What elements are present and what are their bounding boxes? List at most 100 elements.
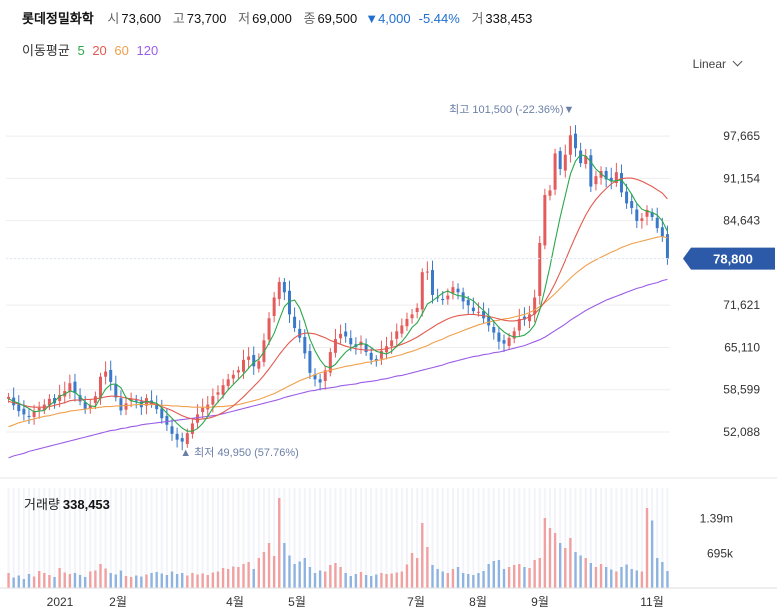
- volume-bar: [528, 568, 531, 588]
- volume-tick-label: 695k: [707, 546, 734, 560]
- candle-body: [517, 318, 521, 331]
- volume-bar: [390, 573, 393, 588]
- volume-bar: [620, 567, 623, 588]
- ma-period-5[interactable]: 5: [77, 43, 85, 58]
- candle-body: [349, 338, 353, 345]
- volume-bar: [267, 543, 271, 588]
- volume-bar: [201, 573, 204, 588]
- candle-body: [247, 356, 251, 360]
- candle-body: [364, 344, 368, 353]
- volume-bar: [318, 570, 322, 588]
- candle-body: [471, 307, 475, 312]
- candle-body: [492, 326, 496, 333]
- volume-bar: [548, 528, 552, 588]
- volume-bar: [114, 574, 118, 588]
- volume-bar: [558, 543, 562, 588]
- stock-header: 롯데정밀화학 시 73,600 고 73,700 저 69,000 종 69,500 ▼4…: [22, 8, 540, 27]
- volume-bar: [451, 569, 455, 588]
- candle-body: [226, 379, 230, 386]
- candle-body: [170, 426, 174, 434]
- candle-body: [655, 217, 659, 229]
- candle-body: [287, 290, 291, 315]
- candle-body: [482, 311, 486, 319]
- candle-body: [466, 299, 470, 306]
- y-tick-label: 84,643: [723, 214, 760, 228]
- candle-body: [614, 172, 618, 184]
- volume-bar: [477, 573, 480, 588]
- open-label: 시: [107, 11, 120, 26]
- ma-period-60[interactable]: 60: [114, 43, 129, 58]
- candle-body: [98, 376, 102, 398]
- candle-body: [129, 398, 133, 401]
- candle-body: [630, 201, 634, 208]
- volume-bar: [175, 574, 179, 588]
- volume-bar: [579, 555, 582, 588]
- candle-body: [221, 385, 225, 395]
- candle-body: [568, 135, 572, 155]
- ma-period-20[interactable]: 20: [92, 43, 107, 58]
- candle-body: [165, 415, 169, 425]
- volume-bar: [502, 569, 506, 588]
- scale-select[interactable]: Linear: [693, 56, 743, 71]
- y-tick-label: 65,110: [724, 340, 760, 354]
- volume-bar: [426, 547, 429, 588]
- volume-bar: [421, 523, 424, 588]
- x-tick-label: 2월: [109, 595, 127, 609]
- candle-body: [201, 407, 205, 413]
- volume-bar: [656, 558, 659, 588]
- candle-body: [47, 398, 51, 406]
- candle-body: [553, 153, 557, 190]
- max-annotation: 최고 101,500 (-22.36%)▼: [449, 103, 574, 116]
- candle-body: [313, 374, 317, 380]
- volume-bar: [492, 561, 495, 588]
- x-tick-label: 7월: [407, 595, 425, 609]
- current-price-label: 78,800: [713, 252, 753, 267]
- candle-body: [344, 331, 348, 337]
- candle-body: [272, 297, 276, 316]
- volume-bar: [38, 571, 41, 588]
- volume-bar: [487, 564, 490, 588]
- volume-bar: [170, 571, 174, 588]
- ma5-line: [8, 154, 668, 432]
- volume-bar: [191, 573, 194, 588]
- volume-bar: [604, 567, 608, 588]
- candle-body: [425, 271, 429, 273]
- candle-body: [369, 352, 373, 360]
- y-tick-label: 58,599: [723, 383, 760, 397]
- volume-bar: [329, 565, 332, 588]
- volume-bar: [625, 564, 628, 588]
- ma120-line: [8, 278, 668, 459]
- volume-bar: [324, 571, 327, 588]
- volume-bar: [232, 566, 235, 588]
- x-tick-label: 8월: [469, 595, 487, 609]
- volume-bar: [272, 556, 276, 588]
- volume-bar: [17, 575, 20, 588]
- ma-period-120[interactable]: 120: [136, 43, 159, 58]
- volume-bar: [533, 560, 536, 588]
- open-price: 73,600: [121, 11, 162, 26]
- candle-body: [548, 190, 552, 196]
- volume-bar: [354, 574, 358, 588]
- volume-bar: [584, 558, 587, 588]
- candle-body: [420, 272, 424, 310]
- volume-bar: [635, 570, 638, 588]
- volume-bar: [43, 573, 46, 588]
- y-tick-label: 97,665: [723, 129, 760, 143]
- x-tick-label: 4월: [226, 595, 244, 609]
- volume-bar: [630, 569, 633, 588]
- volume-bar: [221, 568, 225, 588]
- candle-body: [579, 150, 583, 164]
- volume-bar: [73, 573, 77, 588]
- volume-bar: [78, 575, 82, 588]
- candle-body: [558, 151, 562, 169]
- volume-bar: [206, 575, 209, 588]
- volume-bar: [247, 562, 250, 588]
- volume-bar: [400, 571, 404, 588]
- candle-body: [231, 374, 235, 379]
- candle-body: [267, 318, 271, 340]
- volume-bar: [594, 567, 598, 588]
- volume-bar: [385, 574, 388, 588]
- volume-bar: [135, 575, 138, 588]
- volume-bar: [7, 573, 10, 588]
